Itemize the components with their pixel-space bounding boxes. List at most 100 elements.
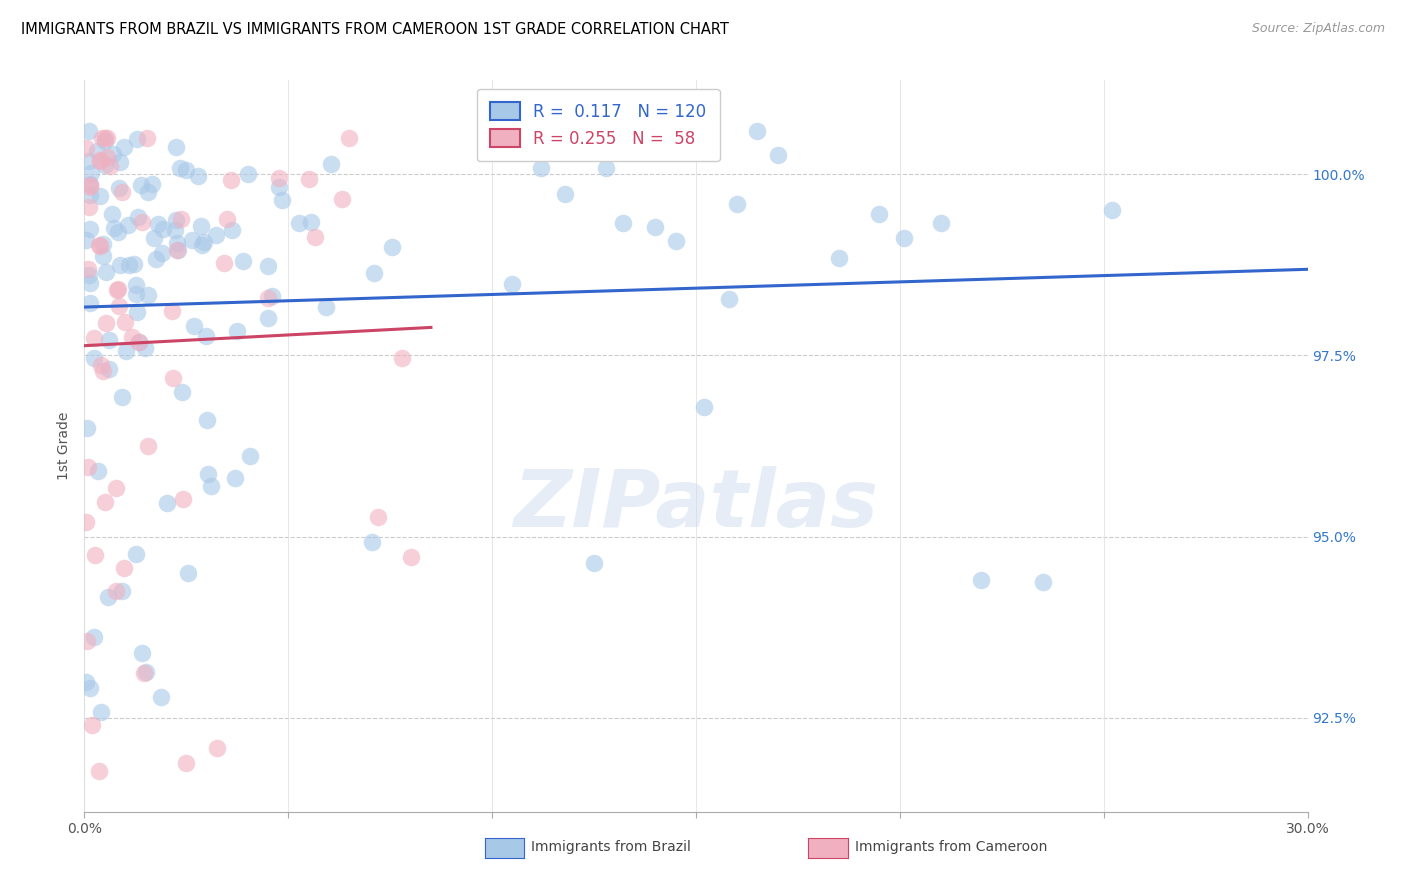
Point [125,287,148,301]
Point [112,140,135,154]
Point [93,495,115,509]
Point [174,756,197,771]
Point [97,333,120,347]
Point [87,465,110,479]
Point [108,155,131,169]
Point [270,194,292,208]
Point [104,584,127,599]
Point [97,590,120,604]
Point [893,231,915,245]
Point [89,153,111,167]
Point [103,221,125,235]
Point [717,292,740,306]
Point [136,439,159,453]
Point [152,222,174,236]
Point [232,253,254,268]
Point [107,300,129,314]
Point [125,548,148,562]
Point [108,258,131,272]
Point [110,583,132,598]
Point [828,252,851,266]
Point [131,647,153,661]
Point [191,238,214,252]
Point [122,257,145,271]
Point [76,634,98,648]
Point [160,303,183,318]
Point [145,252,167,266]
Point [165,223,187,237]
Point [94,265,117,279]
Point [96,131,118,145]
Point [288,216,311,230]
Point [89,238,111,252]
Point [101,147,124,161]
Point [89,189,111,203]
Point [150,690,173,704]
Point [262,289,284,303]
Point [79,681,101,695]
Point [193,235,215,249]
Point [111,186,134,200]
Point [114,315,136,329]
Point [150,245,173,260]
Point [79,221,101,235]
Point [83,630,105,644]
Point [766,147,789,161]
Point [89,764,111,779]
Text: ZIPatlas: ZIPatlas [513,466,879,543]
Point [115,343,138,358]
Point [214,256,236,270]
Point [79,268,101,282]
Point [134,666,156,681]
Point [135,665,157,679]
Point [107,282,129,296]
Point [75,141,97,155]
Point [217,212,239,227]
Point [200,479,222,493]
Point [134,342,156,356]
Point [79,178,101,192]
Point [170,212,193,227]
Point [83,351,105,365]
Point [1101,203,1123,218]
Point [79,296,101,310]
Point [299,215,322,229]
Point [83,331,105,345]
Point [665,234,688,248]
Point [98,159,121,173]
Point [725,197,748,211]
Point [321,157,343,171]
Point [172,384,194,399]
Point [530,161,553,175]
Point [1032,575,1054,590]
Point [76,421,98,435]
Point [105,283,128,297]
Point [167,244,190,258]
Legend: R =  0.117   N = 120, R = 0.255   N =  58: R = 0.117 N = 120, R = 0.255 N = 58 [477,88,720,161]
Point [128,334,150,349]
Point [205,740,228,755]
Point [136,288,159,302]
Point [79,200,101,214]
Point [187,169,209,183]
Point [93,158,115,172]
Point [79,178,101,193]
Point [595,161,617,175]
Point [165,213,187,227]
Point [929,215,952,229]
Point [94,131,117,145]
Point [77,153,100,168]
Text: IMMIGRANTS FROM BRAZIL VS IMMIGRANTS FROM CAMEROON 1ST GRADE CORRELATION CHART: IMMIGRANTS FROM BRAZIL VS IMMIGRANTS FRO… [21,22,728,37]
Point [136,185,159,199]
Point [256,310,278,325]
Point [125,277,148,292]
Point [181,234,204,248]
Point [135,131,157,145]
Point [194,328,217,343]
Point [166,235,188,250]
Point [298,172,321,186]
Point [367,509,389,524]
Point [360,535,382,549]
Point [236,167,259,181]
Point [86,145,108,159]
